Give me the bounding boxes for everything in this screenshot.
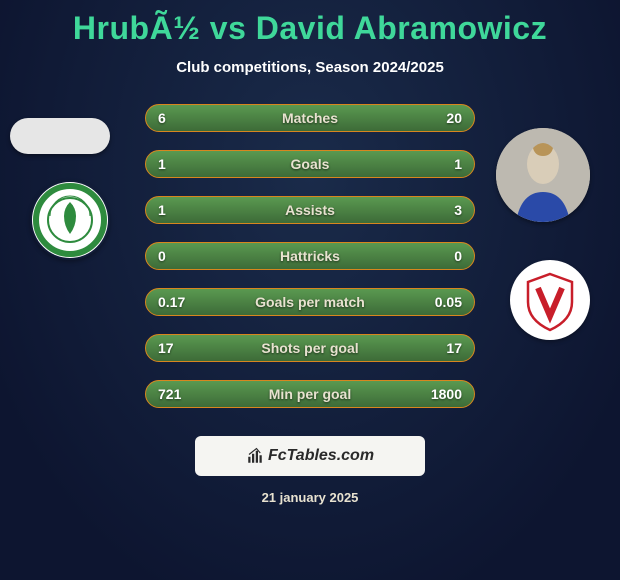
stat-label: Shots per goal: [261, 340, 358, 356]
stat-row: 6 Matches 20: [145, 104, 475, 132]
subtitle: Club competitions, Season 2024/2025: [176, 59, 444, 76]
stat-left-value: 0.17: [158, 294, 185, 310]
page-title: HrubÃ½ vs David Abramowicz: [73, 10, 547, 47]
watermark: FcTables.com: [195, 436, 425, 476]
stat-left-value: 721: [158, 386, 181, 402]
stat-right-value: 1: [454, 156, 462, 172]
stat-label: Assists: [285, 202, 335, 218]
stat-left-value: 0: [158, 248, 166, 264]
player-left-photo: [10, 118, 110, 154]
player-right-photo: [496, 128, 590, 222]
chart-icon: [246, 447, 264, 465]
watermark-text: FcTables.com: [268, 447, 374, 465]
club-left-crest: [30, 180, 110, 260]
stat-label: Min per goal: [269, 386, 351, 402]
vicenza-crest-icon: [510, 260, 590, 340]
stat-label: Goals per match: [255, 294, 365, 310]
stat-label: Matches: [282, 110, 338, 126]
date-label: 21 january 2025: [262, 490, 359, 505]
stat-row: 721 Min per goal 1800: [145, 380, 475, 408]
stat-right-value: 20: [446, 110, 462, 126]
stat-left-value: 6: [158, 110, 166, 126]
stat-right-value: 0.05: [435, 294, 462, 310]
stat-right-value: 17: [446, 340, 462, 356]
stat-left-value: 17: [158, 340, 174, 356]
stat-right-value: 3: [454, 202, 462, 218]
stat-label: Hattricks: [280, 248, 340, 264]
stat-label: Goals: [291, 156, 330, 172]
stat-row: 17 Shots per goal 17: [145, 334, 475, 362]
stat-left-value: 1: [158, 202, 166, 218]
stat-right-value: 0: [454, 248, 462, 264]
stat-row: 1 Assists 3: [145, 196, 475, 224]
bohemians-crest-icon: [30, 180, 110, 260]
stat-row: 0.17 Goals per match 0.05: [145, 288, 475, 316]
club-right-crest: [510, 260, 590, 340]
stat-left-value: 1: [158, 156, 166, 172]
stat-row: 1 Goals 1: [145, 150, 475, 178]
stat-row: 0 Hattricks 0: [145, 242, 475, 270]
stat-right-value: 1800: [431, 386, 462, 402]
player-silhouette-icon: [496, 128, 590, 222]
